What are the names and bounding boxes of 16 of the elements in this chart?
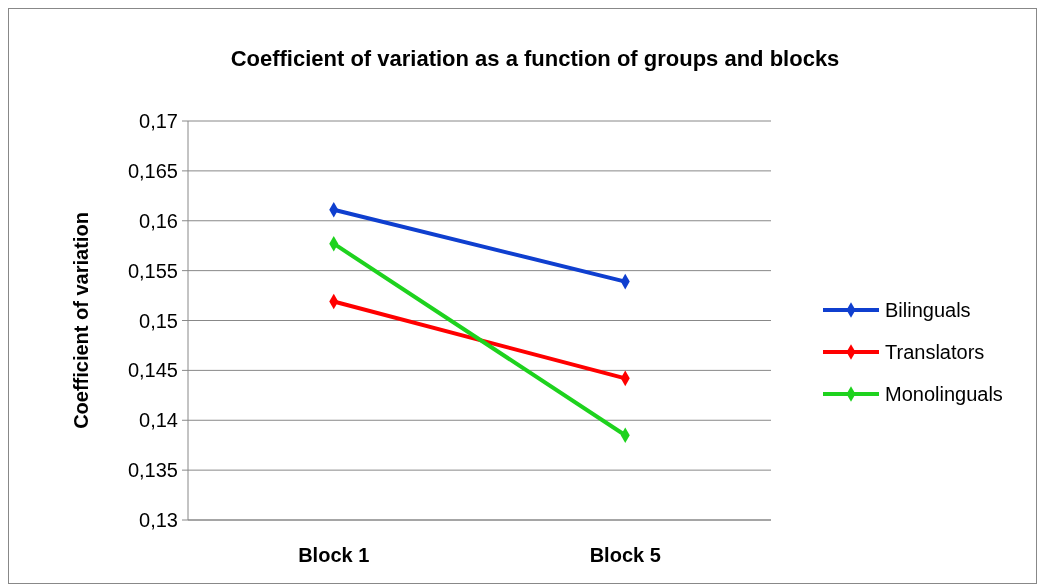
x-tick-label: Block 1	[298, 544, 370, 566]
y-tick-label: 0,15	[139, 309, 178, 332]
chart-title: Coefficient of variation as a function of groups and blocks	[230, 46, 840, 71]
y-tick-label: 0,135	[127, 459, 178, 482]
y-tick-label: 0,165	[127, 159, 178, 182]
legend-label: Bilinguals	[885, 299, 971, 321]
y-tick-label: 0,16	[139, 209, 178, 232]
x-tick-label: Block 5	[589, 544, 661, 566]
legend-label: Translators	[885, 341, 985, 363]
y-tick-label: 0,13	[139, 509, 178, 531]
y-tick-label: 0,17	[139, 110, 178, 132]
y-axis-title: Coefficient of variation	[70, 212, 92, 429]
y-tick-label: 0,155	[127, 259, 178, 282]
y-tick-label: 0,145	[127, 359, 178, 382]
legend-label: Monolinguals	[885, 383, 1003, 405]
y-tick-label: 0,14	[139, 409, 178, 432]
